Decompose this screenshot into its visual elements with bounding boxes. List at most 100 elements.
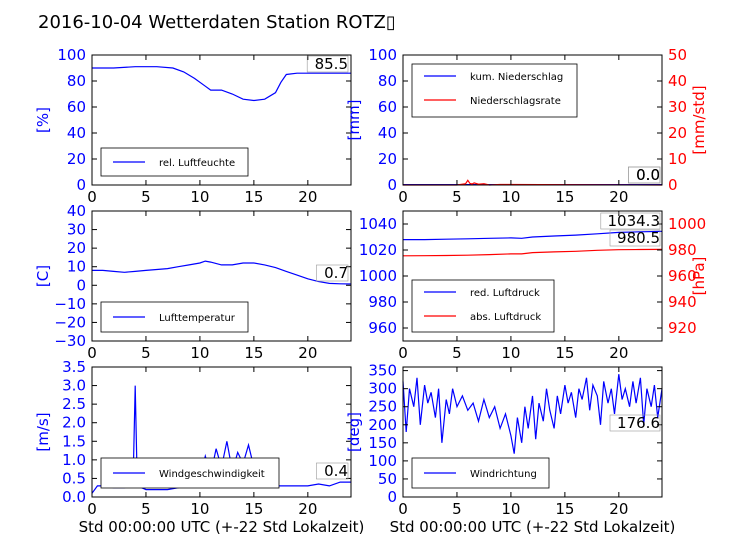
legend-entry: Windrichtung xyxy=(470,469,537,480)
legend-entry: red. Luftdruck xyxy=(470,288,540,299)
x-tick-label: 0 xyxy=(398,344,408,362)
x-tick-label: 0 xyxy=(87,344,97,362)
x-tick-label: 0 xyxy=(398,188,408,206)
y-tick-label: 30 xyxy=(67,221,86,239)
x-tick-label: 5 xyxy=(452,344,462,362)
y-tick-label: 100 xyxy=(368,46,397,64)
x-tick-label: 15 xyxy=(555,500,574,518)
x-tick-label: 15 xyxy=(244,500,263,518)
y-tick-label: 1040 xyxy=(359,215,397,233)
y-tick-label: 3.5 xyxy=(62,358,86,376)
value-label: 0.0 xyxy=(636,166,660,184)
x-tick-label: 20 xyxy=(298,500,317,518)
y-tick-label: −20 xyxy=(54,313,86,331)
x-tick-label: 15 xyxy=(555,344,574,362)
y2-tick-label: 920 xyxy=(668,319,697,337)
y-tick-label: 980 xyxy=(368,293,397,311)
y-tick-label: 60 xyxy=(378,98,397,116)
y-tick-label: 150 xyxy=(368,434,397,452)
y-tick-label: 20 xyxy=(67,239,86,257)
y-tick-label: 20 xyxy=(67,150,86,168)
value-label: 1034.3 xyxy=(608,212,661,230)
x-tick-label: 0 xyxy=(87,500,97,518)
panel-3: 0 5 10 15 20−30−20−10010203040[C]Lufttempera… xyxy=(34,202,352,362)
x-tick-label: 20 xyxy=(298,188,317,206)
x-tick-label: 10 xyxy=(190,344,209,362)
value-label-box xyxy=(609,414,661,432)
x-tick-label: 10 xyxy=(501,344,520,362)
y-axis-label: [%] xyxy=(34,107,52,133)
y-tick-label: 60 xyxy=(67,98,86,116)
x-tick-label: 10 xyxy=(501,188,520,206)
y-tick-label: 1020 xyxy=(359,241,397,259)
y-tick-label: 200 xyxy=(368,416,397,434)
value-label-box xyxy=(316,264,349,282)
y2-tick-label: 0 xyxy=(668,176,678,194)
panel-4: 0 5 10 15 20 960 980 1000 1020 1040 920 940 960 980 10… xyxy=(359,210,708,362)
legend-box xyxy=(411,63,578,118)
x-tick-label: 10 xyxy=(190,500,209,518)
value-label: 85.5 xyxy=(315,55,348,73)
x-tick-label: 20 xyxy=(609,500,628,518)
value-label-box xyxy=(306,55,349,73)
x-tick-label: 5 xyxy=(452,188,462,206)
plot-frame xyxy=(91,54,352,186)
y2-tick-label: 50 xyxy=(668,46,687,64)
x-axis-label: Std 00:00:00 UTC (+-22 Std Lokalzeit) xyxy=(390,518,676,536)
series-line-1 xyxy=(92,260,352,285)
y-axis-label: [deg] xyxy=(345,412,363,452)
y-tick-label: 0 xyxy=(76,176,86,194)
value-label-box xyxy=(600,212,661,230)
y-tick-label: 3.0 xyxy=(62,377,86,395)
panel-5: 0 5 10 15 20 0.00.51.01.52.02.53.03.5 [m/s] Std… xyxy=(34,358,364,536)
x-tick-label: 10 xyxy=(501,500,520,518)
value-label-box xyxy=(316,462,349,480)
y-tick-label: 960 xyxy=(368,319,397,337)
x-tick-label: 15 xyxy=(244,344,263,362)
panel-2: 0 5 10 15 20 0 20 40 60 80 100 0 10 20 30 40 50 [mm] [mm/s… xyxy=(345,46,708,206)
y2-tick-label: 960 xyxy=(668,267,697,285)
plot-frame xyxy=(91,210,352,342)
y-tick-label: 0.0 xyxy=(62,488,86,506)
y-tick-label: 20 xyxy=(378,150,397,168)
y-tick-label: 0.5 xyxy=(62,469,86,487)
y2-tick-label: 980 xyxy=(668,241,697,259)
y-tick-label: 80 xyxy=(378,72,397,90)
value-label-box xyxy=(628,166,661,184)
y-tick-label: 250 xyxy=(368,398,397,416)
legend-entry: kum. Niederschlag xyxy=(470,72,563,83)
y-tick-label: 0 xyxy=(387,488,397,506)
x-tick-label: 5 xyxy=(141,344,151,362)
y-tick-label: 40 xyxy=(378,124,397,142)
x-tick-label: 20 xyxy=(609,344,628,362)
series-line-1 xyxy=(403,230,663,241)
y-axis-label: [m/s] xyxy=(34,412,52,451)
value-label: 176.6 xyxy=(617,414,660,432)
x-axis-label: Std 00:00:00 UTC (+-22 Std Lokalzeit) xyxy=(79,518,365,536)
plot-frame xyxy=(402,54,663,186)
y-tick-label: 100 xyxy=(57,46,86,64)
value-label: 0.0 xyxy=(636,166,660,184)
x-tick-label: 10 xyxy=(190,188,209,206)
y-tick-label: 40 xyxy=(67,202,86,220)
x-tick-label: 15 xyxy=(244,188,263,206)
value-label: 980.5 xyxy=(617,229,660,247)
x-tick-label: 20 xyxy=(298,344,317,362)
y-tick-label: 0 xyxy=(76,276,86,294)
series-line-1 xyxy=(402,374,663,454)
series-line-1 xyxy=(91,385,351,494)
legend-entry: rel. Luftfeuchte xyxy=(159,158,235,169)
y-tick-label: 1.0 xyxy=(62,451,86,469)
y-tick-label: 100 xyxy=(368,452,397,470)
y-tick-label: −10 xyxy=(54,295,86,313)
plot-frame xyxy=(91,366,352,498)
figure-title: 2016-10-04 Wetterdaten Station ROTZ▯ xyxy=(38,12,396,33)
y-tick-label: 80 xyxy=(67,72,86,90)
y-tick-label: −30 xyxy=(54,332,86,350)
y-tick-label: 10 xyxy=(67,258,86,276)
y-tick-label: 50 xyxy=(378,470,397,488)
x-tick-label: 0 xyxy=(87,188,97,206)
y2-tick-label: 20 xyxy=(668,124,687,142)
legend-entry: Niederschlagsrate xyxy=(470,96,561,107)
